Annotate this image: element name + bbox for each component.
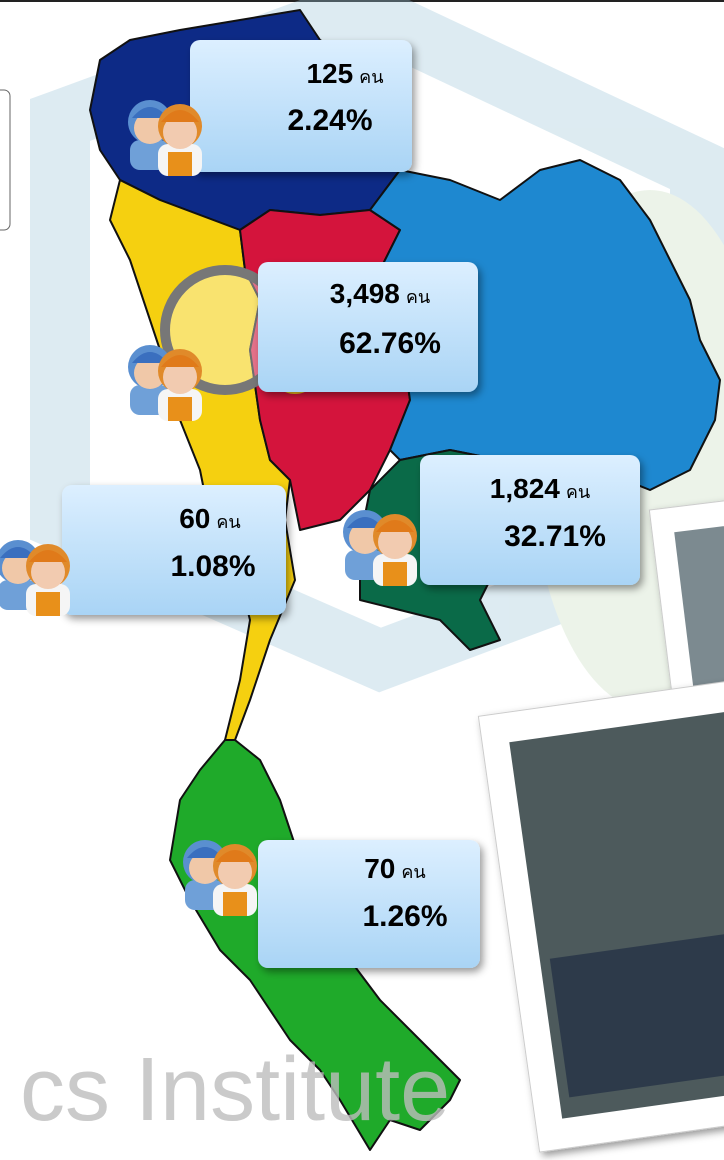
infographic: cs Institute 125 คน 2.24% 3,498 คน 62.76% 1,82… [0,0,724,1160]
watermark: cs Institute [20,1040,450,1140]
percent: 2.24% [287,104,372,137]
count: 3,498 [330,278,400,309]
workers-icon [128,345,202,421]
unit: คน [359,67,383,87]
unit: คน [216,512,240,532]
percent: 1.26% [362,900,447,933]
count: 1,824 [490,473,560,504]
workers-icon [0,540,70,616]
count: 70 [364,853,395,884]
side-panel [0,90,10,230]
percent: 32.71% [504,520,606,553]
unit: คน [406,287,430,307]
percent: 62.76% [339,327,441,360]
workers-icon [128,100,202,176]
count: 125 [306,58,353,89]
count: 60 [179,503,210,534]
workers-icon [183,840,257,916]
percent: 1.08% [170,550,255,583]
workers-icon [343,510,417,586]
unit: คน [401,862,425,882]
unit: คน [566,482,590,502]
